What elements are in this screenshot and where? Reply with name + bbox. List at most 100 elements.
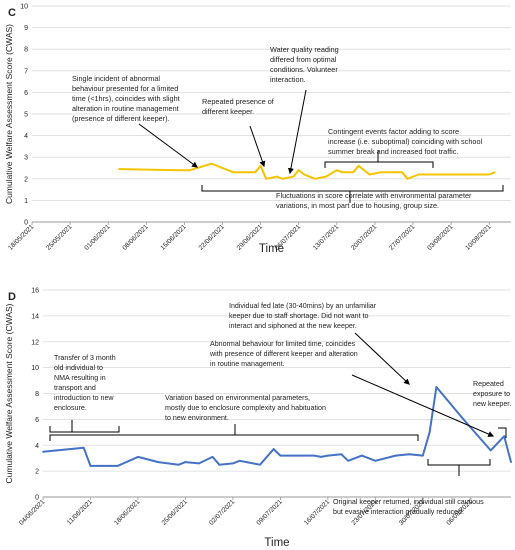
data-point <box>137 455 139 458</box>
data-point <box>435 386 438 388</box>
x-axis-label: Time <box>264 537 289 549</box>
x-tick-label: 13/07/2021 <box>312 223 341 252</box>
annotation-arrow <box>138 123 198 168</box>
data-point <box>184 461 187 463</box>
data-point <box>417 173 420 176</box>
data-point <box>118 168 120 170</box>
annotation-bracket <box>201 185 504 203</box>
y-tick-label: 6 <box>35 417 39 424</box>
y-axis-label: Cumulative Welfare Assessment Score (CWA… <box>4 303 14 483</box>
data-point <box>297 169 300 172</box>
data-point <box>493 171 496 174</box>
data-point <box>279 454 282 457</box>
x-tick-label: 03/08/2021 <box>426 223 455 252</box>
annotation-text: Contingent events factor adding to score… <box>328 127 482 156</box>
x-tick-label: 09/07/2021 <box>256 498 285 527</box>
data-point <box>340 453 343 456</box>
data-point <box>320 455 322 458</box>
series-line-0 <box>119 162 496 180</box>
series-line-0 <box>42 386 512 467</box>
annotation-text: Repeated exposure to new keeper. <box>473 380 511 408</box>
data-point <box>221 167 224 169</box>
x-tick-label: 10/08/2021 <box>464 223 493 252</box>
data-point <box>374 459 377 462</box>
data-point <box>303 173 306 176</box>
annotation-arrow <box>287 89 307 175</box>
annotation-text: Individual fed late (30-40mins) by an un… <box>229 302 377 330</box>
data-point <box>238 459 241 462</box>
y-tick-label: 10 <box>20 4 28 11</box>
data-point <box>265 177 267 180</box>
x-tick-label: 22/06/2021 <box>198 223 227 252</box>
data-point <box>368 173 371 176</box>
data-point <box>335 169 338 172</box>
panel-letter: D <box>8 291 16 303</box>
x-tick-label: 11/06/2021 <box>66 498 94 526</box>
annotation-text: Transfer of 3 month old individual to NMA … <box>54 354 116 412</box>
annotation-bracket <box>427 459 491 476</box>
data-point <box>210 162 213 165</box>
data-point <box>352 171 355 174</box>
x-tick-label: 02/07/2021 <box>208 498 237 527</box>
data-point <box>232 171 235 174</box>
y-tick-label: 3 <box>24 155 28 162</box>
data-point <box>276 175 278 178</box>
data-point <box>218 463 221 466</box>
x-tick-label: 01/06/2021 <box>83 223 112 252</box>
y-tick-label: 0 <box>35 495 39 502</box>
y-tick-label: 4 <box>35 443 39 450</box>
x-tick-label: 18/05/2021 <box>7 223 36 252</box>
y-axis-label: Cumulative Welfare Assessment Score (CWA… <box>4 24 14 204</box>
data-point <box>428 431 431 434</box>
x-tick-label: 25/05/2021 <box>45 223 74 252</box>
y-tick-label: 7 <box>24 68 28 75</box>
annotation-text: Single incident of abnormal behaviour pre… <box>72 74 180 123</box>
annotation-arrow <box>351 374 495 437</box>
annotation-bracket <box>498 427 507 438</box>
y-tick-label: 1 <box>24 198 28 205</box>
data-point <box>462 418 465 421</box>
annotation-arrow <box>249 125 266 168</box>
data-point <box>299 454 302 457</box>
y-tick-label: 2 <box>24 176 28 183</box>
data-point <box>177 463 180 466</box>
data-point <box>89 465 92 467</box>
x-tick-label: 15/06/2021 <box>160 223 189 252</box>
x-tick-label: 18/06/2021 <box>113 498 142 527</box>
data-point <box>281 177 284 180</box>
data-point <box>116 465 119 467</box>
data-point <box>421 454 424 457</box>
y-tick-label: 16 <box>31 288 39 295</box>
data-point <box>408 453 411 456</box>
data-point <box>394 454 397 457</box>
data-point <box>178 169 180 172</box>
annotation-text: Abnormal behaviour for limited time, coi… <box>209 340 358 368</box>
annotation-bracket <box>49 424 419 441</box>
y-tick-label: 14 <box>31 313 39 320</box>
data-point <box>341 171 344 174</box>
data-point <box>42 450 44 453</box>
data-point <box>325 175 327 178</box>
data-point <box>488 173 491 176</box>
y-tick-label: 5 <box>24 112 28 119</box>
y-tick-label: 2 <box>35 469 39 476</box>
annotation-bracket <box>49 420 120 433</box>
data-point <box>390 171 393 174</box>
data-point <box>237 171 240 174</box>
data-point <box>489 449 492 452</box>
data-point <box>510 461 512 463</box>
data-point <box>313 454 316 457</box>
x-tick-label: 20/07/2021 <box>350 223 379 252</box>
data-point <box>347 459 350 462</box>
data-point <box>259 463 261 466</box>
data-point <box>157 461 160 463</box>
annotation-text: Variation based on environmental paramet… <box>165 394 326 422</box>
x-axis-label: Time <box>259 243 284 255</box>
annotation-text: Fluctuations in score correlate with env… <box>276 191 472 210</box>
chart-panel-d: D 0 2 4 6 8 10 12 14 16 04/06/2021 11/06/2021 18/06/… <box>4 288 512 549</box>
data-point <box>360 454 363 457</box>
chart-panel-c: C 0 1 2 3 4 5 6 7 8 9 10 18/05/2021 25/05/2021 01/06/2… <box>4 4 511 255</box>
annotation-bracket <box>324 150 434 168</box>
data-point <box>357 164 360 167</box>
x-tick-label: 27/07/2021 <box>388 223 417 252</box>
